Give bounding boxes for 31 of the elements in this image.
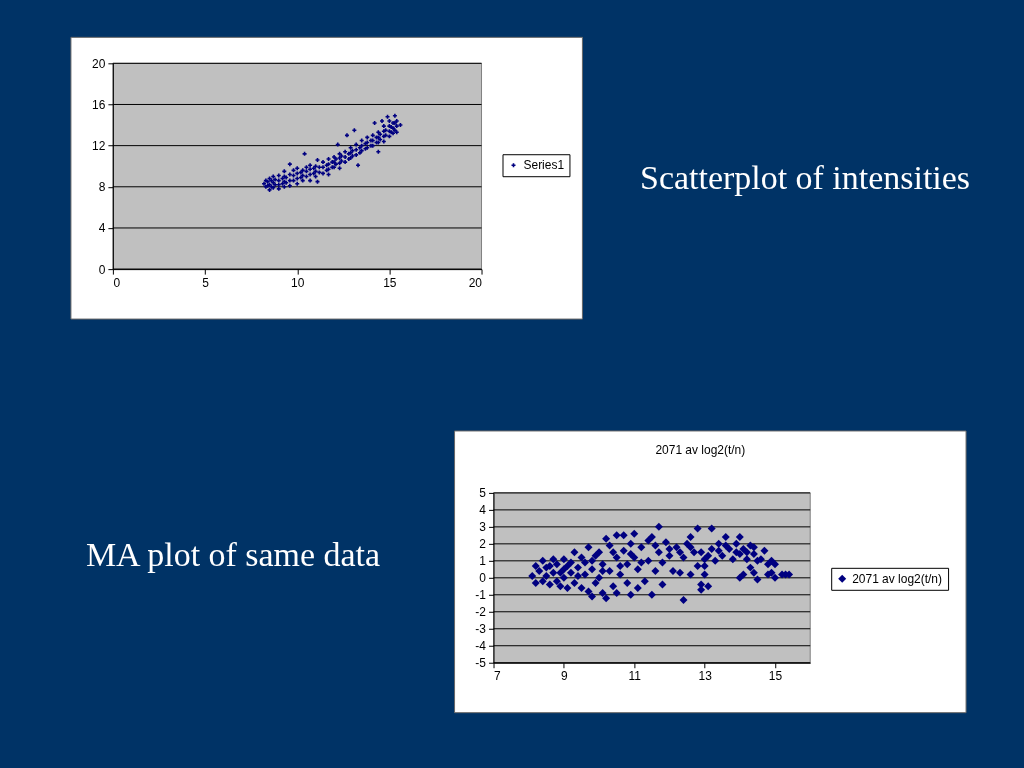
y-tick-label: 8	[98, 180, 106, 195]
y-tick-label: 1	[479, 554, 487, 569]
x-tick-label: 9	[561, 669, 569, 684]
y-tick-label: 20	[92, 56, 106, 71]
x-tick-label: 7	[494, 669, 502, 684]
x-tick-label: 11	[628, 669, 642, 684]
x-tick-label: 13	[698, 669, 713, 684]
y-tick-label: -1	[475, 588, 487, 603]
y-tick-label: 0	[98, 262, 106, 277]
y-tick-label: 4	[98, 221, 106, 236]
text: MA plot of same data	[85, 535, 381, 573]
text: Scatterplot of intensities	[640, 159, 971, 197]
y-tick-label: -2	[475, 605, 487, 620]
x-tick-label: 15	[383, 275, 397, 290]
legend-label: Series1	[523, 158, 565, 173]
x-tick-label: 15	[768, 669, 783, 684]
x-tick-label: 10	[291, 275, 305, 290]
legend-label: 2071 av log2(t/n)	[852, 571, 943, 586]
y-tick-label: 4	[479, 503, 487, 518]
y-tick-label: 12	[92, 139, 106, 154]
y-tick-label: 16	[92, 97, 106, 112]
chart-title: 2071 av log2(t/n)	[655, 443, 746, 458]
x-tick-label: 0	[113, 275, 121, 290]
y-tick-label: 5	[479, 486, 487, 501]
y-tick-label: 2	[479, 537, 487, 552]
x-tick-label: 5	[202, 275, 210, 290]
y-tick-label: -5	[475, 656, 487, 671]
y-tick-label: 0	[479, 571, 487, 586]
y-tick-label: 3	[479, 520, 487, 535]
y-tick-label: -4	[475, 639, 487, 654]
y-tick-label: -3	[475, 622, 487, 637]
